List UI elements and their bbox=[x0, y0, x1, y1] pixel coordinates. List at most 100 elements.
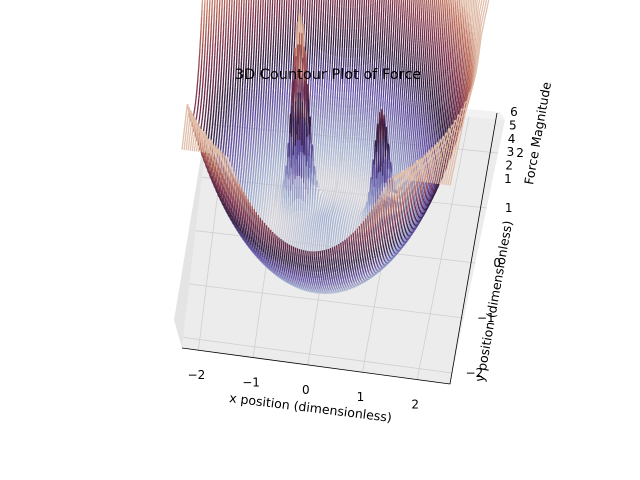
contour-segment bbox=[309, 168, 311, 180]
contour-segment bbox=[295, 252, 297, 258]
contour-segment bbox=[299, 245, 302, 250]
contour-segment bbox=[305, 124, 307, 132]
contour-segment bbox=[292, 278, 295, 281]
contour-segment bbox=[309, 89, 312, 98]
contour-segment bbox=[312, 36, 314, 47]
contour-segment bbox=[285, 280, 287, 283]
contour-segment bbox=[279, 273, 282, 276]
grid-line-x bbox=[416, 116, 470, 380]
contour-segment bbox=[316, 150, 319, 157]
contour-segment bbox=[270, 269, 272, 271]
contour-segment bbox=[288, 281, 291, 284]
contour-segment bbox=[255, 244, 257, 248]
contour-segment bbox=[277, 272, 279, 275]
contour-segment bbox=[296, 217, 299, 222]
contour-segment bbox=[326, 13, 329, 25]
contour-segment bbox=[324, 53, 327, 63]
contour-segment bbox=[280, 271, 283, 274]
contour-segment bbox=[313, 5, 316, 17]
contour-segment bbox=[298, 235, 301, 240]
contour-segment bbox=[259, 217, 262, 224]
contour-segment bbox=[312, 114, 315, 122]
contour-segment bbox=[285, 271, 288, 274]
contour-segment bbox=[282, 240, 285, 246]
contour-segment bbox=[284, 77, 287, 86]
contour-segment bbox=[320, 41, 323, 52]
contour-segment bbox=[304, 188, 307, 204]
contour-segment bbox=[306, 0, 309, 12]
contour-segment bbox=[288, 249, 291, 255]
contour-segment bbox=[314, 168, 317, 175]
contour-segment bbox=[310, 212, 313, 216]
contour-segment bbox=[312, 209, 315, 213]
contour-segment bbox=[305, 31, 308, 42]
contour-segment bbox=[259, 239, 262, 244]
contour-segment bbox=[275, 263, 278, 267]
contour-segment bbox=[306, 236, 309, 241]
contour-segment bbox=[299, 286, 301, 288]
contour-segment bbox=[320, 164, 323, 170]
contour-segment bbox=[319, 175, 322, 182]
contour-segment bbox=[290, 106, 292, 114]
contour-segment bbox=[286, 157, 289, 175]
contour-segment bbox=[280, 219, 282, 224]
contour-segment bbox=[291, 250, 293, 256]
contour-segment bbox=[277, 267, 280, 271]
contour-segment bbox=[311, 174, 314, 183]
contour-segment bbox=[290, 282, 293, 285]
contour-segment bbox=[291, 228, 294, 232]
contour-segment bbox=[308, 199, 311, 208]
contour-segment bbox=[257, 252, 260, 255]
contour-segment bbox=[296, 79, 298, 88]
contour-segment bbox=[283, 58, 286, 67]
contour-segment bbox=[273, 206, 275, 211]
contour-segment bbox=[287, 266, 289, 270]
contour-segment bbox=[293, 282, 296, 284]
contour-segment bbox=[327, 0, 330, 3]
contour-segment bbox=[282, 273, 285, 276]
contour-segment bbox=[298, 283, 300, 286]
contour-segment bbox=[303, 230, 306, 235]
contour-segment bbox=[274, 243, 277, 249]
contour-segment bbox=[296, 268, 299, 272]
contour-segment bbox=[291, 281, 294, 284]
grid-line-y bbox=[189, 283, 464, 319]
contour-segment bbox=[289, 167, 292, 192]
contour-segment bbox=[307, 229, 310, 234]
contour-segment bbox=[262, 260, 265, 263]
contour-segment bbox=[311, 202, 313, 209]
contour-segment bbox=[302, 201, 304, 212]
contour-segment bbox=[271, 166, 274, 172]
contour-segment bbox=[309, 232, 312, 237]
contour-segment bbox=[321, 21, 324, 33]
contour-segment bbox=[295, 270, 298, 275]
contour-segment bbox=[315, 136, 318, 144]
contour-segment bbox=[319, 110, 322, 118]
contour-segment bbox=[297, 242, 300, 247]
contour-segment bbox=[318, 86, 321, 95]
contour-segment bbox=[298, 81, 301, 90]
contour-segment bbox=[284, 265, 287, 269]
contour-segment bbox=[317, 137, 320, 145]
contour-segment bbox=[305, 227, 308, 231]
contour-segment bbox=[270, 257, 273, 261]
contour-segment bbox=[299, 210, 302, 218]
contour-segment bbox=[279, 276, 281, 279]
contour-segment bbox=[281, 248, 283, 254]
contour-segment bbox=[292, 78, 295, 118]
contour-segment bbox=[287, 197, 290, 210]
contour-segment bbox=[320, 9, 322, 21]
contour-segment bbox=[322, 52, 325, 62]
contour-segment bbox=[283, 277, 286, 280]
contour-segment bbox=[287, 281, 289, 284]
contour-segment bbox=[316, 181, 319, 185]
contour-segment bbox=[301, 241, 304, 246]
contour-segment bbox=[293, 147, 296, 165]
contour-segment bbox=[276, 235, 278, 241]
contour-segment bbox=[289, 270, 292, 274]
contour-segment bbox=[323, 126, 325, 133]
contour-segment bbox=[308, 53, 311, 64]
contour-segment bbox=[300, 220, 303, 224]
contour-segment bbox=[303, 211, 306, 217]
